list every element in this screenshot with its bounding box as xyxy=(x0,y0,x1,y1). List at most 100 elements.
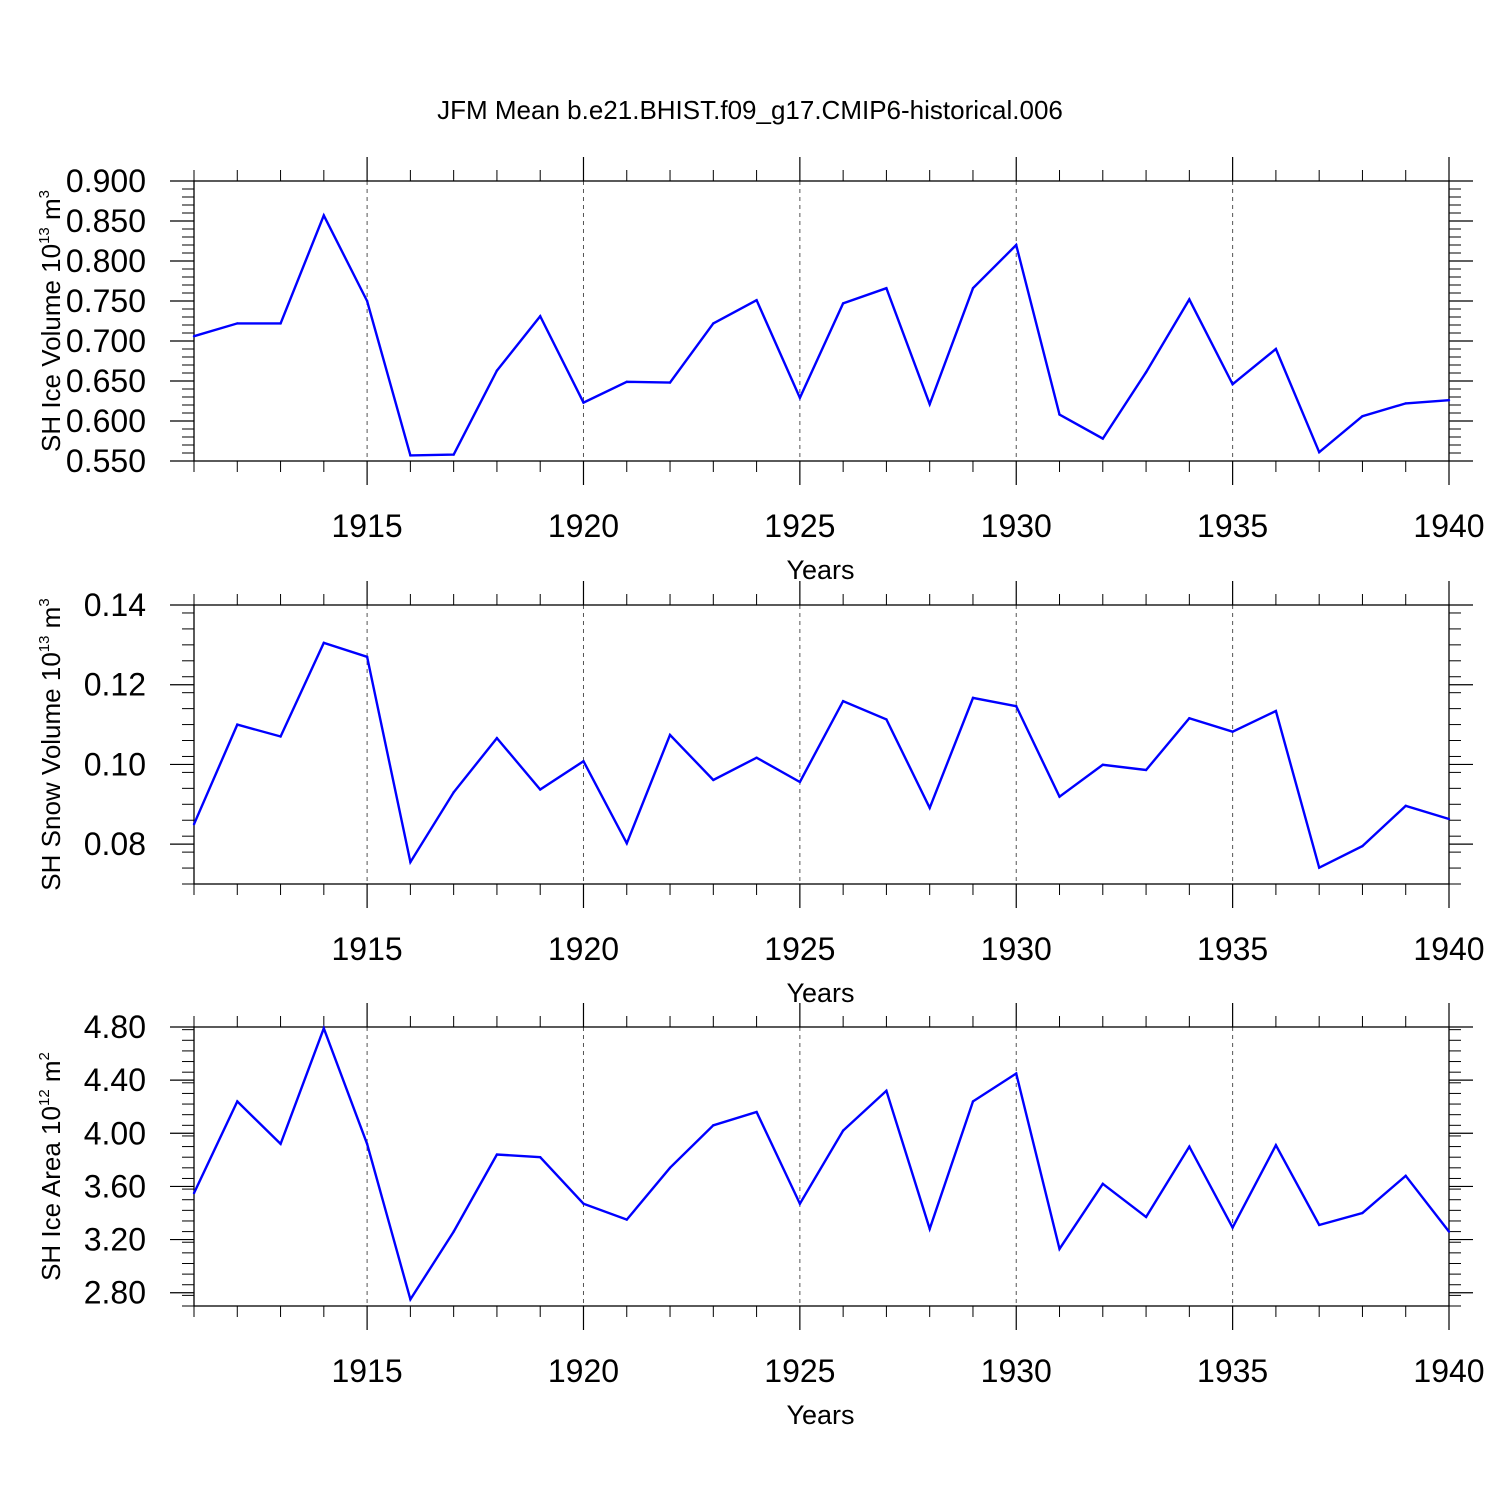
data-point xyxy=(539,315,542,318)
data-point xyxy=(1058,1247,1061,1251)
data-point xyxy=(668,733,672,737)
data-point xyxy=(1144,371,1148,374)
data-point xyxy=(1015,1072,1018,1075)
y-axis-label-text: SH Snow Volume 10 xyxy=(36,652,66,890)
y-axis-label-unit-exponent: 2 xyxy=(36,1052,53,1060)
plot-frame xyxy=(193,180,1450,462)
data-point xyxy=(712,1124,715,1127)
data-point xyxy=(1231,1226,1234,1229)
y-tick-label: 0.700 xyxy=(66,323,146,359)
data-point xyxy=(582,1202,585,1205)
data-point xyxy=(1404,402,1407,405)
data-point xyxy=(1317,1223,1321,1227)
data-point xyxy=(755,299,758,302)
y-axis-label-unit-exponent: 3 xyxy=(36,190,53,198)
x-axis-label: Years xyxy=(786,555,854,585)
data-point xyxy=(1058,413,1061,416)
data-point xyxy=(365,299,369,303)
data-point xyxy=(798,396,802,399)
data-point xyxy=(1231,730,1234,733)
x-tick-label: 1935 xyxy=(1197,508,1268,544)
panel-3: 1915 1920 1925 1930 1935 1940 2.80 3.20 3.60 4.00… xyxy=(36,1003,1485,1430)
data-point xyxy=(625,842,628,845)
y-tick-label: 0.12 xyxy=(84,667,146,703)
y-tick-label: 3.60 xyxy=(84,1168,146,1204)
y-axis-label: SH Snow Volume 1013 m3 xyxy=(36,598,66,890)
data-point xyxy=(625,380,628,383)
data-point xyxy=(668,381,672,384)
data-point xyxy=(798,780,802,784)
data-point xyxy=(1404,804,1407,808)
y-axis-label-exponent: 13 xyxy=(36,227,53,244)
x-tick-label: 1920 xyxy=(548,931,619,967)
y-tick-label: 2.80 xyxy=(84,1275,146,1311)
data-point xyxy=(1361,844,1364,848)
x-axis-label: Years xyxy=(786,978,854,1008)
y-tick-label: 0.14 xyxy=(84,587,146,623)
y-axis-label: SH Ice Area 1012 m2 xyxy=(36,1052,66,1281)
data-point xyxy=(452,453,455,456)
y-axis-label-exponent: 13 xyxy=(36,636,53,653)
y-axis-label-unit-exponent: 3 xyxy=(36,598,53,606)
data-point xyxy=(885,287,888,290)
data-point xyxy=(1447,1230,1451,1233)
data-point xyxy=(798,1202,802,1205)
x-tick-label: 1925 xyxy=(764,1353,835,1389)
data-point xyxy=(841,1129,845,1132)
data-point xyxy=(495,1153,499,1156)
chart-title: JFM Mean b.e21.BHIST.f09_g17.CMIP6-histo… xyxy=(437,95,1063,125)
x-tick-label: 1925 xyxy=(764,931,835,967)
data-point xyxy=(712,778,715,782)
data-point xyxy=(1188,1145,1191,1148)
data-point xyxy=(971,1100,975,1103)
data-point xyxy=(279,322,282,325)
data-point xyxy=(712,322,715,325)
y-axis-label-unit: m xyxy=(36,607,66,636)
data-point xyxy=(971,696,975,700)
data-point xyxy=(1317,866,1321,869)
data-point xyxy=(1231,383,1234,386)
data-point xyxy=(365,655,369,659)
y-tick-label: 4.80 xyxy=(84,1009,146,1045)
data-point xyxy=(1058,795,1061,798)
data-point xyxy=(928,806,931,810)
x-axis-label: Years xyxy=(786,1400,854,1430)
data-point xyxy=(1188,298,1191,301)
data-point xyxy=(1144,768,1148,772)
data-point xyxy=(322,214,326,217)
x-tick-label: 1940 xyxy=(1413,1353,1484,1389)
x-tick-label: 1925 xyxy=(764,508,835,544)
data-point xyxy=(322,641,326,645)
data-point xyxy=(1404,1174,1407,1178)
y-tick-label: 0.800 xyxy=(66,243,146,279)
y-tick-label: 0.08 xyxy=(84,826,146,862)
data-point xyxy=(409,454,412,457)
x-tick-label: 1935 xyxy=(1197,1353,1268,1389)
data-point xyxy=(539,788,542,791)
x-tick-label: 1920 xyxy=(548,508,619,544)
y-axis-label-unit: m xyxy=(36,1060,66,1089)
data-point xyxy=(1015,243,1018,247)
data-point xyxy=(625,1218,628,1221)
data-point xyxy=(322,1027,326,1030)
panel-2: 1915 1920 1925 1930 1935 1940 0.08 0.10 0.12 0.14… xyxy=(36,581,1485,1008)
x-tick-label: 1930 xyxy=(981,931,1052,967)
data-point xyxy=(582,760,585,763)
panel-1: 1915 1920 1925 1930 1935 1940 0.550 0.600 0.650 0… xyxy=(36,157,1485,585)
data-point xyxy=(236,1100,239,1103)
data-point xyxy=(755,1110,758,1114)
data-point xyxy=(1144,1215,1148,1219)
data-point xyxy=(279,735,282,738)
series-line xyxy=(193,212,1450,457)
data-point xyxy=(1274,1144,1278,1147)
data-point xyxy=(885,718,888,721)
y-axis-label-text: SH Ice Volume 10 xyxy=(36,244,66,452)
y-tick-label: 4.40 xyxy=(84,1062,146,1098)
data-point xyxy=(755,756,758,759)
data-point xyxy=(192,823,196,826)
x-tick-label: 1935 xyxy=(1197,931,1268,967)
data-point xyxy=(1447,399,1451,402)
data-point xyxy=(1015,705,1018,708)
data-point xyxy=(236,322,239,325)
